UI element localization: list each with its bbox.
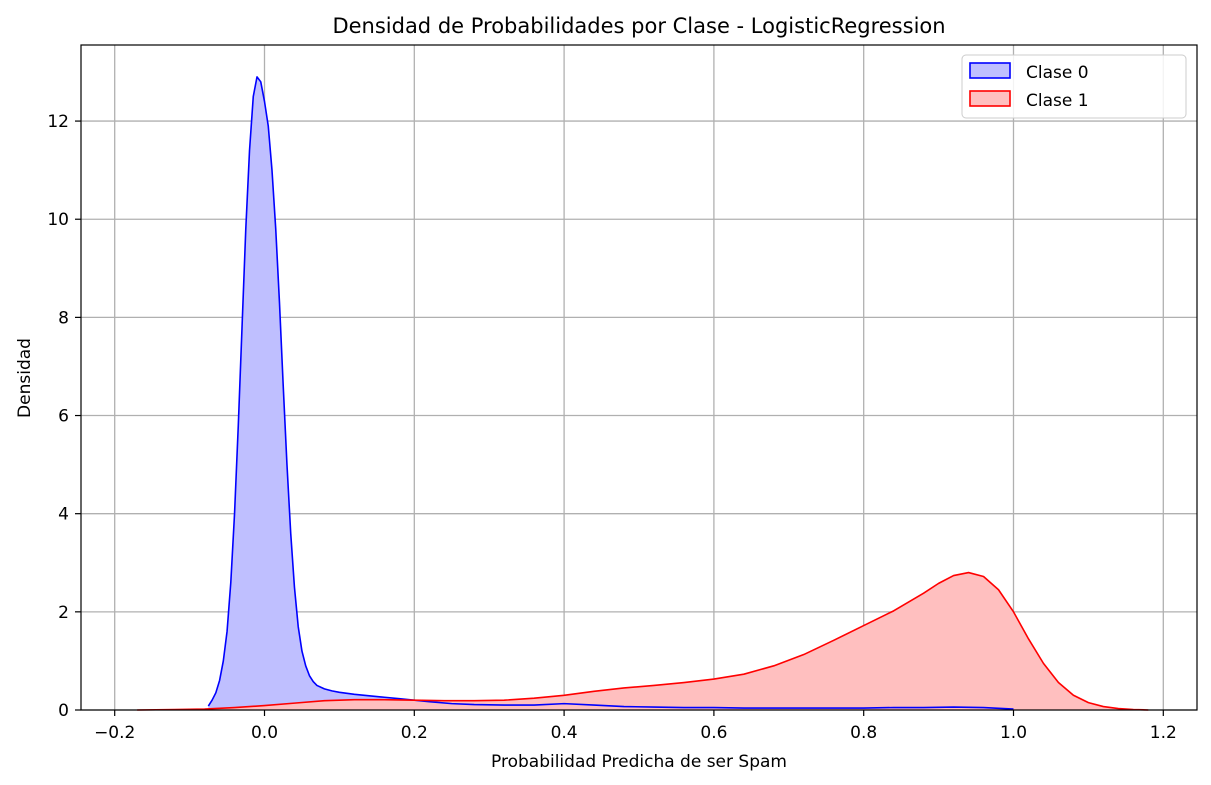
- x-tick-label: 0.0: [251, 723, 278, 743]
- x-tick-label: 0.6: [700, 723, 727, 743]
- y-tick-label: 2: [58, 603, 69, 623]
- line-clase-0: [207, 76, 1014, 710]
- x-tick-label: 1.0: [1000, 723, 1027, 743]
- line-clase-1: [137, 571, 1149, 711]
- y-tick-label: 0: [58, 701, 69, 721]
- area-clase-0: [208, 76, 1014, 710]
- y-tick-label: 4: [58, 505, 69, 525]
- plot-frame: [80, 44, 1198, 711]
- y-tick-label: 6: [58, 407, 69, 427]
- y-axis-label: Densidad: [15, 338, 35, 418]
- x-tick-label: 0.4: [551, 723, 578, 743]
- x-tick-label: 1.2: [1150, 723, 1177, 743]
- y-tick-label: 10: [47, 210, 69, 230]
- legend: Clase 0 Clase 1: [961, 54, 1187, 119]
- x-axis-label: Probabilidad Predicha de ser Spam: [491, 752, 787, 772]
- x-tick-label: 0.8: [850, 723, 877, 743]
- legend-label-clase-0: Clase 0: [1026, 63, 1089, 83]
- legend-box: [961, 54, 1187, 119]
- x-tick-label: 0.2: [401, 723, 428, 743]
- x-tick-label: −0.2: [94, 723, 135, 743]
- area-clase-1: [137, 572, 1149, 710]
- chart-title: Densidad de Probabilidades por Clase - L…: [332, 14, 945, 38]
- legend-swatch-clase-1: [969, 90, 1011, 107]
- y-axis-ticks: 0 2 4 6 8 10 12: [47, 112, 81, 721]
- x-axis-ticks: −0.2 0.0 0.2 0.4 0.6 0.8 1.0 1.2: [94, 710, 1177, 743]
- series-layer: [137, 76, 1149, 711]
- legend-label-clase-1: Clase 1: [1026, 91, 1089, 111]
- legend-swatch-clase-0: [969, 62, 1011, 79]
- y-tick-label: 12: [47, 112, 69, 132]
- y-tick-label: 8: [58, 308, 69, 328]
